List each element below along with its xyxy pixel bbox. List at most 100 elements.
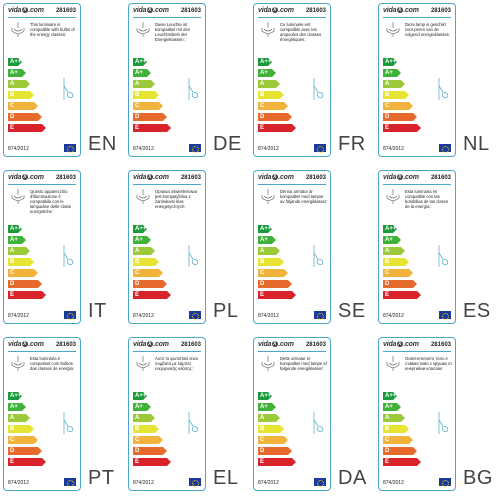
energy-class-bar: C xyxy=(8,269,38,277)
label-cell-bg: vida X .com 281603 Осветителното тяло е съвм… xyxy=(375,334,500,501)
brand-logo: vida X .com xyxy=(133,341,169,348)
compatibility-text: Осветителното тяло е съвместимо с крушки… xyxy=(405,356,453,371)
energy-class-scale: A++ A+ A B C D E xyxy=(258,225,298,302)
chandelier-icon xyxy=(11,356,25,371)
header-divider xyxy=(133,351,201,352)
compatibility-text: Denna armatur är kompatibel med lampor a… xyxy=(280,189,328,204)
energy-class-bar: B xyxy=(383,425,409,433)
energy-class-bar: E xyxy=(383,458,421,466)
energy-class-scale: A++ A+ A B C D E xyxy=(258,58,298,135)
regulation-number: 874/2012 xyxy=(8,313,29,319)
compatibility-text: Esta luminaria es compatible con las bom… xyxy=(405,189,449,209)
chandelier-icon xyxy=(11,189,25,204)
header-divider xyxy=(8,184,76,185)
header-divider xyxy=(383,184,451,185)
compatibility-text: Deze lamp is geschikt voor peren van de … xyxy=(405,22,450,37)
energy-label-card: vida X .com 281603 Oprawa oświetleniowa jest… xyxy=(128,170,206,324)
bulb-range-icon xyxy=(313,412,324,434)
energy-class-bar: C xyxy=(133,436,163,444)
regulation-number: 874/2012 xyxy=(133,146,154,152)
energy-class-bar: A++ xyxy=(135,59,147,65)
energy-class-bar: B xyxy=(8,425,34,433)
compatibility-text: This luminaire is compatible with bulbs … xyxy=(30,22,75,37)
chandelier-icon xyxy=(386,356,400,371)
product-code: 281603 xyxy=(305,175,326,181)
brand-logo: vida X .com xyxy=(8,341,44,348)
energy-class-bar: D xyxy=(133,447,167,455)
energy-class-bar: A++ xyxy=(10,393,22,399)
brand-logo: vida X .com xyxy=(383,174,419,181)
energy-class-bar: A xyxy=(258,80,280,88)
chandelier-icon xyxy=(136,356,150,371)
language-code: NL xyxy=(463,133,490,155)
energy-class-bar: E xyxy=(133,124,171,132)
energy-class-bar: D xyxy=(383,280,417,288)
energy-label-card: vida X .com 281603 Esta luminaria es compati… xyxy=(378,170,456,324)
energy-class-bar: A xyxy=(8,414,30,422)
brand-logo: vida X .com xyxy=(258,7,294,14)
energy-class-bar: A xyxy=(258,247,280,255)
energy-class-bar: D xyxy=(8,280,42,288)
energy-class-scale: A++ A+ A B C D E xyxy=(8,225,48,302)
regulation-number: 874/2012 xyxy=(383,313,404,319)
energy-class-bar: A++ xyxy=(135,226,147,232)
label-cell-it: vida X .com 281603 Questo apparecchio d'illu… xyxy=(0,167,125,334)
header-divider xyxy=(258,351,326,352)
eu-flag-icon xyxy=(439,478,451,487)
eu-flag-icon xyxy=(314,144,326,153)
chandelier-icon xyxy=(261,356,275,371)
energy-class-bar: A+ xyxy=(258,403,276,411)
energy-class-bar: A++ xyxy=(385,393,397,399)
energy-class-bar: E xyxy=(133,458,171,466)
chandelier-icon xyxy=(386,189,400,204)
energy-class-scale: A++ A+ A B C D E xyxy=(383,392,423,469)
header-divider xyxy=(258,184,326,185)
energy-class-bar: A+ xyxy=(8,236,26,244)
energy-class-scale: A++ A+ A B C D E xyxy=(133,225,173,302)
brand-logo: vida X .com xyxy=(8,174,44,181)
eu-flag-icon xyxy=(314,478,326,487)
language-code: PL xyxy=(213,300,239,322)
compatibility-text: Αυτό το φωτιστικό είναι συμβατό με λάμπε… xyxy=(155,356,198,371)
label-cell-nl: vida X .com 281603 Deze lamp is geschikt voo… xyxy=(375,0,500,167)
header-divider xyxy=(258,17,326,18)
energy-class-bar: B xyxy=(133,91,159,99)
energy-class-bar: B xyxy=(8,91,34,99)
energy-class-bar: A+ xyxy=(258,69,276,77)
eu-flag-icon xyxy=(64,478,76,487)
label-cell-fr: vida X .com 281603 Ce luminaire est compatib… xyxy=(250,0,375,167)
language-code: IT xyxy=(88,300,107,322)
product-code: 281603 xyxy=(180,175,201,181)
energy-class-scale: A++ A+ A B C D E xyxy=(133,392,173,469)
regulation-number: 874/2012 xyxy=(383,146,404,152)
energy-class-bar: D xyxy=(133,113,167,121)
language-code: DA xyxy=(338,467,367,489)
language-code: DE xyxy=(213,133,242,155)
energy-class-bar: A xyxy=(383,247,405,255)
energy-class-bar: B xyxy=(258,425,284,433)
label-cell-de: vida X .com 281603 Diese Leuchte ist kompati… xyxy=(125,0,250,167)
energy-class-bar: A+ xyxy=(258,236,276,244)
bulb-range-icon xyxy=(188,412,199,434)
energy-class-bar: A xyxy=(133,414,155,422)
product-code: 281603 xyxy=(305,8,326,14)
energy-class-bar: D xyxy=(383,113,417,121)
chandelier-icon xyxy=(136,189,150,204)
compatibility-text: Dette armatur er kompatibel med lampe af… xyxy=(280,356,327,371)
energy-class-bar: A++ xyxy=(385,59,397,65)
energy-class-bar: C xyxy=(383,436,413,444)
energy-class-bar: A++ xyxy=(135,393,147,399)
energy-class-bar: A++ xyxy=(385,226,397,232)
regulation-number: 874/2012 xyxy=(133,480,154,486)
energy-label-card: vida X .com 281603 Esta luminária é compatív… xyxy=(3,337,81,491)
eu-flag-icon xyxy=(189,144,201,153)
energy-class-bar: B xyxy=(133,425,159,433)
energy-class-bar: E xyxy=(258,124,296,132)
product-code: 281603 xyxy=(55,8,76,14)
brand-logo: vida X .com xyxy=(258,174,294,181)
energy-label-card: vida X .com 281603 Diese Leuchte ist kompati… xyxy=(128,3,206,157)
energy-class-bar: A+ xyxy=(8,403,26,411)
regulation-number: 874/2012 xyxy=(383,480,404,486)
eu-flag-icon xyxy=(439,311,451,320)
chandelier-icon xyxy=(386,22,400,37)
